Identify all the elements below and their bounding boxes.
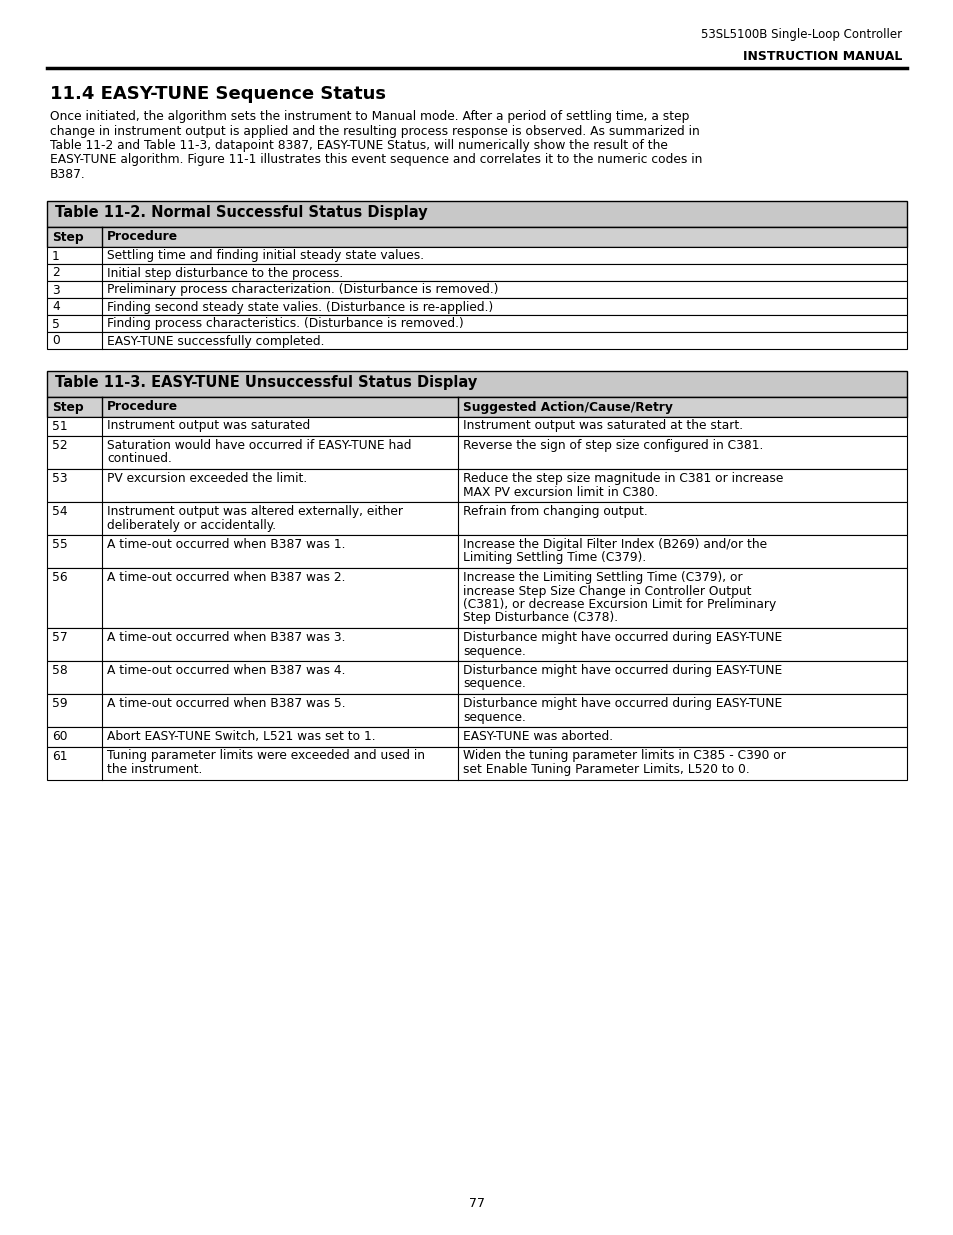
Text: 5: 5 (52, 317, 60, 331)
Bar (47, 331, 906, 348)
Bar (47, 298, 906, 315)
Text: MAX PV excursion limit in C380.: MAX PV excursion limit in C380. (462, 485, 658, 499)
Bar (47, 226, 906, 247)
Text: EASY-TUNE algorithm. Figure 11-1 illustrates this event sequence and correlates : EASY-TUNE algorithm. Figure 11-1 illustr… (50, 153, 701, 167)
Text: A time-out occurred when B387 was 3.: A time-out occurred when B387 was 3. (107, 631, 345, 643)
Text: sequence.: sequence. (462, 678, 525, 690)
Bar (47, 416, 906, 436)
Text: 0: 0 (52, 335, 60, 347)
Bar (47, 280, 906, 298)
Bar (47, 661, 906, 694)
Text: Instrument output was saturated: Instrument output was saturated (107, 420, 310, 432)
Text: A time-out occurred when B387 was 1.: A time-out occurred when B387 was 1. (107, 538, 345, 551)
Bar (47, 501, 906, 535)
Text: 59: 59 (52, 697, 68, 710)
Text: Refrain from changing output.: Refrain from changing output. (462, 505, 647, 517)
Text: 11.4 EASY-TUNE Sequence Status: 11.4 EASY-TUNE Sequence Status (50, 85, 386, 103)
Text: 77: 77 (469, 1197, 484, 1210)
Text: 56: 56 (52, 571, 68, 584)
Bar (47, 629, 906, 661)
Bar (47, 396, 906, 416)
Text: the instrument.: the instrument. (107, 763, 202, 776)
Text: Instrument output was saturated at the start.: Instrument output was saturated at the s… (462, 420, 742, 432)
Text: sequence.: sequence. (462, 645, 525, 657)
Text: (C381), or decrease Excursion Limit for Preliminary: (C381), or decrease Excursion Limit for … (462, 598, 776, 611)
Bar (47, 568, 906, 629)
Text: Once initiated, the algorithm sets the instrument to Manual mode. After a period: Once initiated, the algorithm sets the i… (50, 110, 689, 124)
Text: 53SL5100B Single-Loop Controller: 53SL5100B Single-Loop Controller (700, 28, 901, 41)
Text: 54: 54 (52, 505, 68, 517)
Text: Disturbance might have occurred during EASY-TUNE: Disturbance might have occurred during E… (462, 697, 781, 710)
Text: Disturbance might have occurred during EASY-TUNE: Disturbance might have occurred during E… (462, 631, 781, 643)
Text: Instrument output was altered externally, either: Instrument output was altered externally… (107, 505, 402, 517)
Text: Settling time and finding initial steady state values.: Settling time and finding initial steady… (107, 249, 424, 263)
Text: Widen the tuning parameter limits in C385 - C390 or: Widen the tuning parameter limits in C38… (462, 750, 785, 762)
Text: Procedure: Procedure (107, 231, 178, 243)
Text: deliberately or accidentally.: deliberately or accidentally. (107, 519, 275, 531)
Text: Limiting Settling Time (C379).: Limiting Settling Time (C379). (462, 552, 645, 564)
Bar (47, 746, 906, 779)
Text: 55: 55 (52, 538, 68, 551)
Text: increase Step Size Change in Controller Output: increase Step Size Change in Controller … (462, 584, 751, 598)
Text: Step: Step (52, 400, 84, 414)
Text: change in instrument output is applied and the resulting process response is obs: change in instrument output is applied a… (50, 125, 699, 137)
Text: continued.: continued. (107, 452, 172, 466)
Text: Saturation would have occurred if EASY-TUNE had: Saturation would have occurred if EASY-T… (107, 438, 411, 452)
Text: Suggested Action/Cause/Retry: Suggested Action/Cause/Retry (462, 400, 672, 414)
Text: 58: 58 (52, 664, 68, 677)
Bar (47, 247, 906, 263)
Bar (47, 370, 906, 396)
Text: Step: Step (52, 231, 84, 243)
Text: Increase the Limiting Settling Time (C379), or: Increase the Limiting Settling Time (C37… (462, 571, 741, 584)
Text: 4: 4 (52, 300, 60, 314)
Text: PV excursion exceeded the limit.: PV excursion exceeded the limit. (107, 472, 307, 485)
Text: Finding process characteristics. (Disturbance is removed.): Finding process characteristics. (Distur… (107, 317, 463, 331)
Text: set Enable Tuning Parameter Limits, L520 to 0.: set Enable Tuning Parameter Limits, L520… (462, 763, 749, 776)
Text: A time-out occurred when B387 was 5.: A time-out occurred when B387 was 5. (107, 697, 345, 710)
Bar (47, 727, 906, 746)
Bar (47, 200, 906, 226)
Bar (47, 694, 906, 727)
Text: Abort EASY-TUNE Switch, L521 was set to 1.: Abort EASY-TUNE Switch, L521 was set to … (107, 730, 375, 743)
Text: 2: 2 (52, 267, 60, 279)
Text: Reverse the sign of step size configured in C381.: Reverse the sign of step size configured… (462, 438, 762, 452)
Text: A time-out occurred when B387 was 4.: A time-out occurred when B387 was 4. (107, 664, 345, 677)
Text: 60: 60 (52, 730, 68, 743)
Text: Reduce the step size magnitude in C381 or increase: Reduce the step size magnitude in C381 o… (462, 472, 782, 485)
Text: Table 11-2 and Table 11-3, datapoint 8387, EASY-TUNE Status, will numerically sh: Table 11-2 and Table 11-3, datapoint 838… (50, 140, 667, 152)
Text: Procedure: Procedure (107, 400, 178, 414)
Text: INSTRUCTION MANUAL: INSTRUCTION MANUAL (741, 49, 901, 63)
Text: Table 11-2. Normal Successful Status Display: Table 11-2. Normal Successful Status Dis… (55, 205, 427, 221)
Text: 1: 1 (52, 249, 60, 263)
Text: Tuning parameter limits were exceeded and used in: Tuning parameter limits were exceeded an… (107, 750, 424, 762)
Text: Increase the Digital Filter Index (B269) and/or the: Increase the Digital Filter Index (B269)… (462, 538, 766, 551)
Bar (47, 535, 906, 568)
Text: B387.: B387. (50, 168, 86, 182)
Text: 51: 51 (52, 420, 68, 432)
Text: EASY-TUNE successfully completed.: EASY-TUNE successfully completed. (107, 335, 324, 347)
Text: Step Disturbance (C378).: Step Disturbance (C378). (462, 611, 618, 625)
Bar (47, 436, 906, 469)
Text: 61: 61 (52, 750, 68, 762)
Text: Finding second steady state valies. (Disturbance is re-applied.): Finding second steady state valies. (Dis… (107, 300, 493, 314)
Text: 53: 53 (52, 472, 68, 485)
Text: A time-out occurred when B387 was 2.: A time-out occurred when B387 was 2. (107, 571, 345, 584)
Bar (47, 315, 906, 331)
Text: EASY-TUNE was aborted.: EASY-TUNE was aborted. (462, 730, 613, 743)
Text: Disturbance might have occurred during EASY-TUNE: Disturbance might have occurred during E… (462, 664, 781, 677)
Text: Table 11-3. EASY-TUNE Unsuccessful Status Display: Table 11-3. EASY-TUNE Unsuccessful Statu… (55, 375, 476, 390)
Text: 52: 52 (52, 438, 68, 452)
Text: Initial step disturbance to the process.: Initial step disturbance to the process. (107, 267, 343, 279)
Text: 3: 3 (52, 284, 60, 296)
Text: 57: 57 (52, 631, 68, 643)
Text: sequence.: sequence. (462, 710, 525, 724)
Bar (47, 263, 906, 280)
Bar (47, 469, 906, 501)
Text: Preliminary process characterization. (Disturbance is removed.): Preliminary process characterization. (D… (107, 284, 498, 296)
